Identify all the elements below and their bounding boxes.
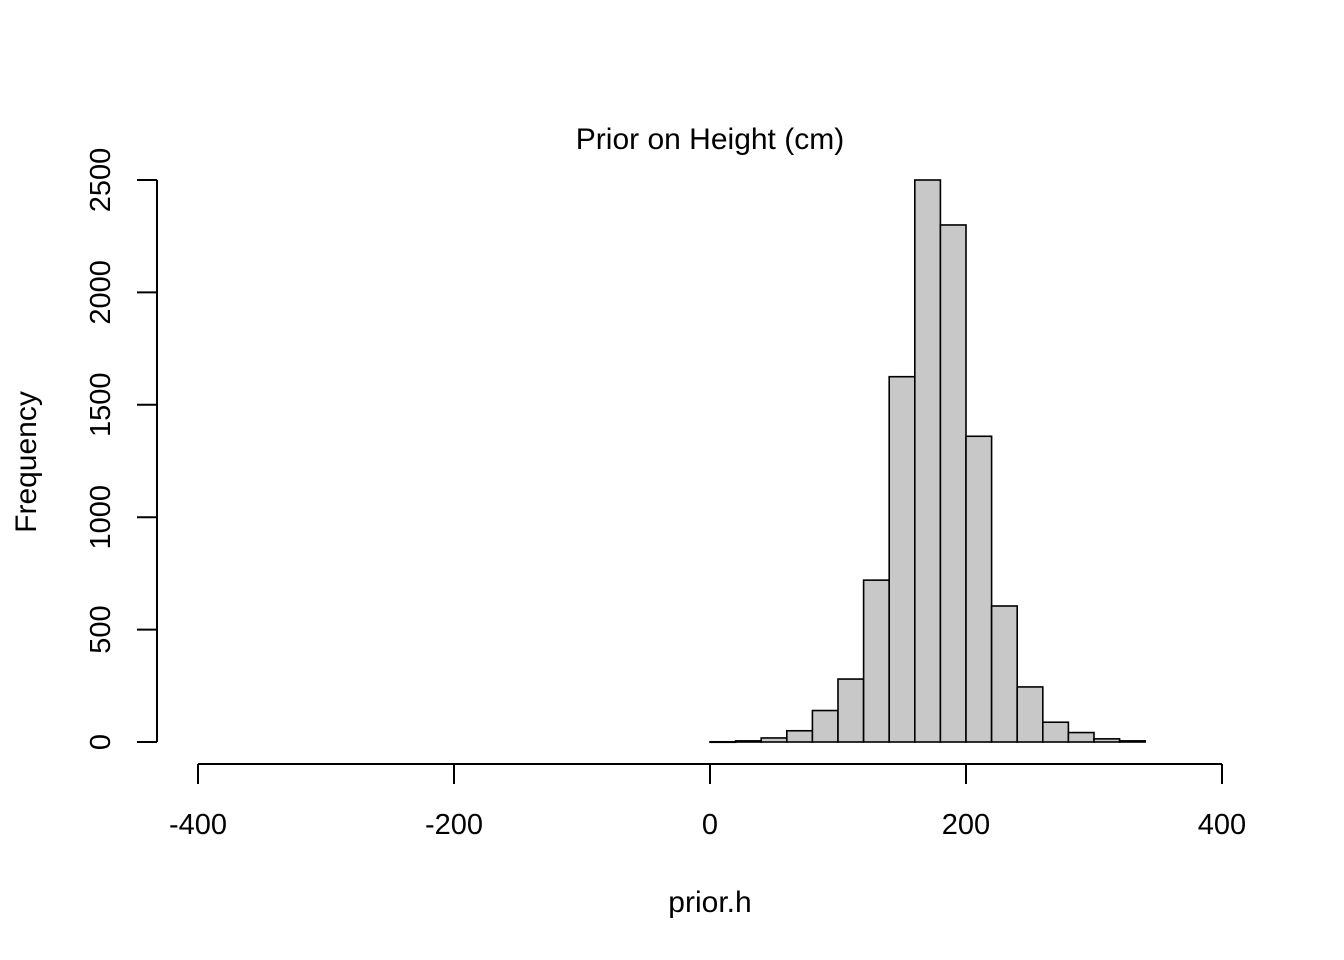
x-tick-label: 0 (702, 809, 718, 841)
y-tick-label: 2500 (85, 148, 117, 213)
histogram-bar-9 (939, 224, 967, 743)
histogram-bar-13 (1042, 721, 1070, 743)
x-axis: -400 -200 0 200 400 (169, 763, 1246, 841)
histogram-bar-5 (837, 678, 865, 743)
histogram-bar-14 (1067, 731, 1095, 743)
y-tick-label: 1500 (85, 373, 117, 438)
histogram-bar-6 (862, 579, 890, 743)
histogram-bars (709, 179, 1146, 744)
x-axis-label: prior.h (668, 886, 751, 919)
histogram-bar-0 (709, 740, 737, 744)
histogram-bar-12 (1016, 686, 1044, 743)
x-tick-label: -400 (169, 809, 227, 841)
histogram-bar-2 (760, 737, 788, 743)
histogram-bar-16 (1118, 740, 1146, 743)
histogram-bar-4 (811, 709, 839, 743)
histogram-bar-11 (990, 605, 1018, 743)
y-axis: 0 500 1000 1500 2000 2500 (85, 148, 158, 750)
y-tick-label: 1000 (85, 485, 117, 550)
histogram-bar-8 (913, 179, 942, 743)
y-tick-label: 0 (85, 734, 117, 750)
y-axis-label: Frequency (10, 391, 43, 533)
histogram-bar-3 (785, 729, 814, 743)
histogram-bar-10 (965, 435, 993, 743)
histogram-bar-1 (734, 740, 762, 743)
chart-title: Prior on Height (cm) (576, 123, 844, 156)
histogram-bar-15 (1093, 738, 1121, 743)
x-tick-label: -200 (425, 809, 483, 841)
x-tick-label: 200 (942, 809, 990, 841)
x-tick-label: 400 (1198, 809, 1246, 841)
y-tick-label: 2000 (85, 260, 117, 325)
histogram-bar-7 (888, 375, 916, 743)
y-tick-label: 500 (85, 605, 117, 653)
